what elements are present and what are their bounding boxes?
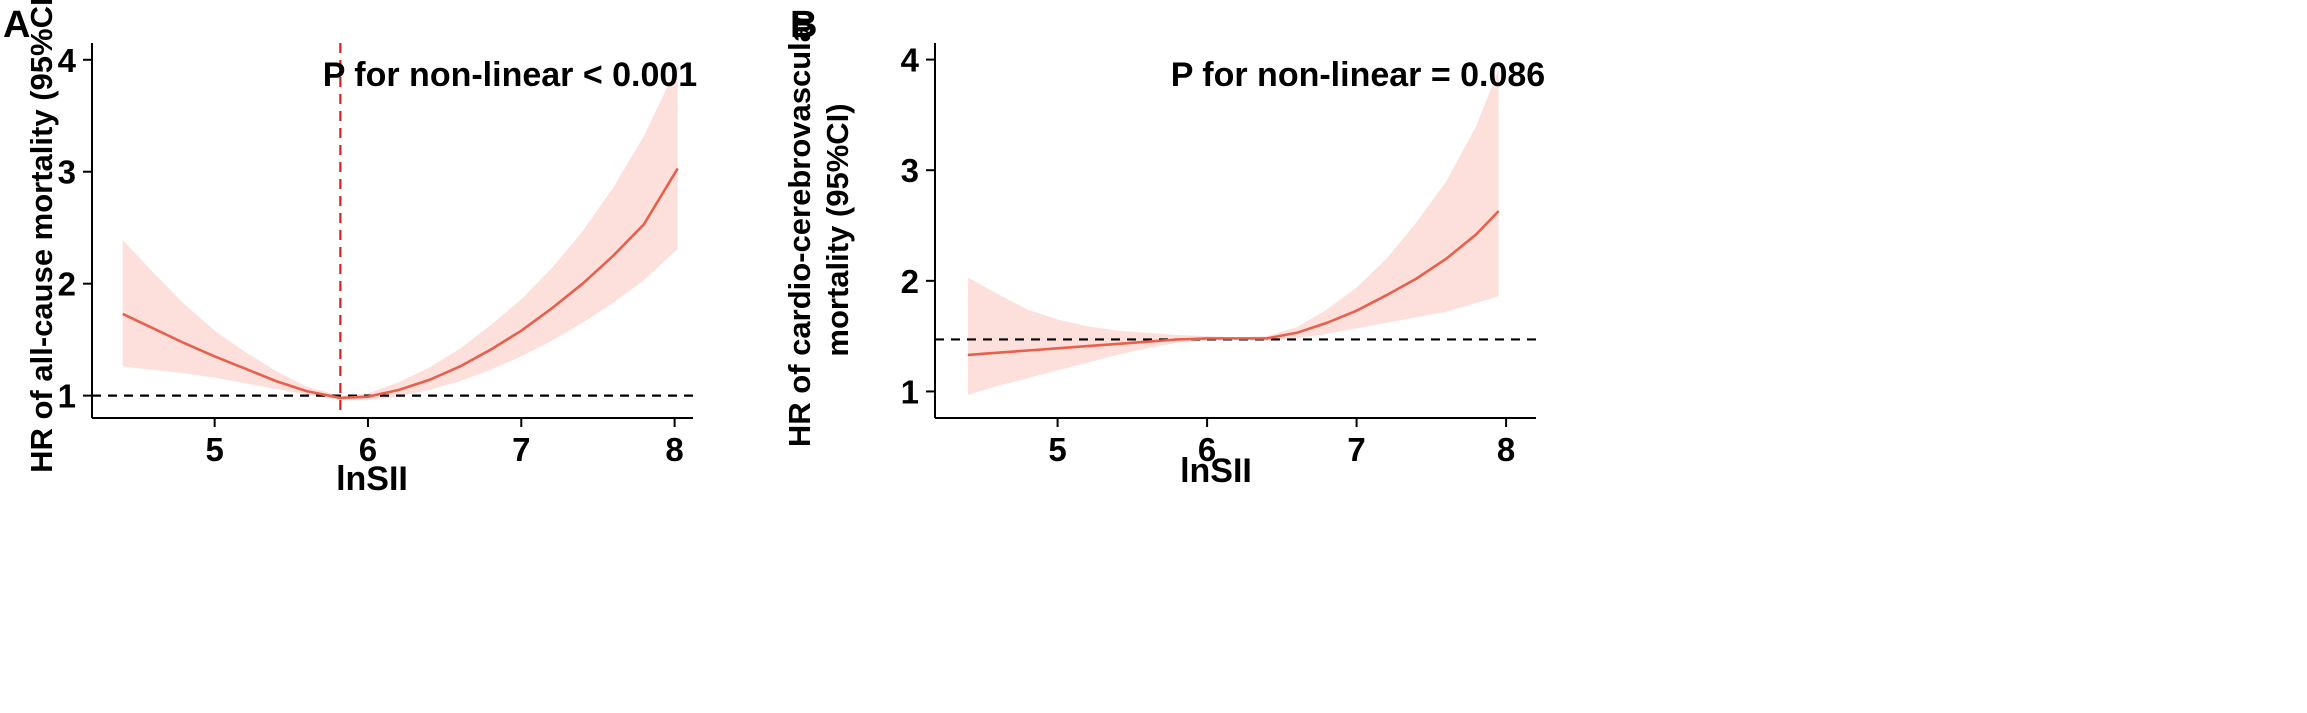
- panel-a: A 1 2 3 4 5 6 7 8 HR of all-cause mortality (95%…: [3, 0, 697, 498]
- y-axis-title: HR of all-cause mortality (95%CI): [24, 0, 59, 473]
- y-tick-label: 3: [901, 152, 919, 189]
- y-tick-label: 1: [58, 378, 76, 415]
- panel-letter-a: A: [3, 4, 30, 46]
- hr-curve: [122, 167, 679, 400]
- y-tick-label: 4: [58, 42, 77, 79]
- y-axis-title: mortality (95%CI): [820, 103, 855, 356]
- x-axis-title: lnSII: [1180, 452, 1252, 490]
- x-tick-label: 5: [205, 431, 223, 468]
- x-tick-label: 6: [1198, 431, 1216, 468]
- y-tick-label: 2: [901, 263, 919, 300]
- x-tick-label: 6: [359, 431, 377, 468]
- x-tick-label: 5: [1048, 431, 1066, 468]
- y-tick-label: 1: [901, 373, 919, 410]
- panel-b: B 1 2 3 4 5 6 7 8 HR of cardio-cerebrovascular mo…: [782, 4, 1545, 490]
- x-tick-label: 8: [1497, 431, 1515, 468]
- y-axis-title: HR of cardio-cerebrovascular: [782, 13, 817, 447]
- y-tick-label: 4: [901, 42, 920, 79]
- hr-curve: [967, 210, 1500, 357]
- confidence-band: [122, 65, 678, 401]
- panel-letter-b: B: [790, 4, 817, 46]
- y-tick-label: 3: [58, 154, 76, 191]
- x-axis-title: lnSII: [336, 460, 408, 498]
- x-tick-label: 7: [512, 431, 530, 468]
- p-value-annotation: P for non-linear = 0.086: [1171, 56, 1545, 94]
- x-tick-label: 7: [1347, 431, 1365, 468]
- p-value-annotation: P for non-linear < 0.001: [323, 56, 697, 94]
- y-tick-label: 2: [58, 266, 76, 303]
- confidence-band: [967, 69, 1499, 395]
- x-tick-label: 8: [665, 431, 683, 468]
